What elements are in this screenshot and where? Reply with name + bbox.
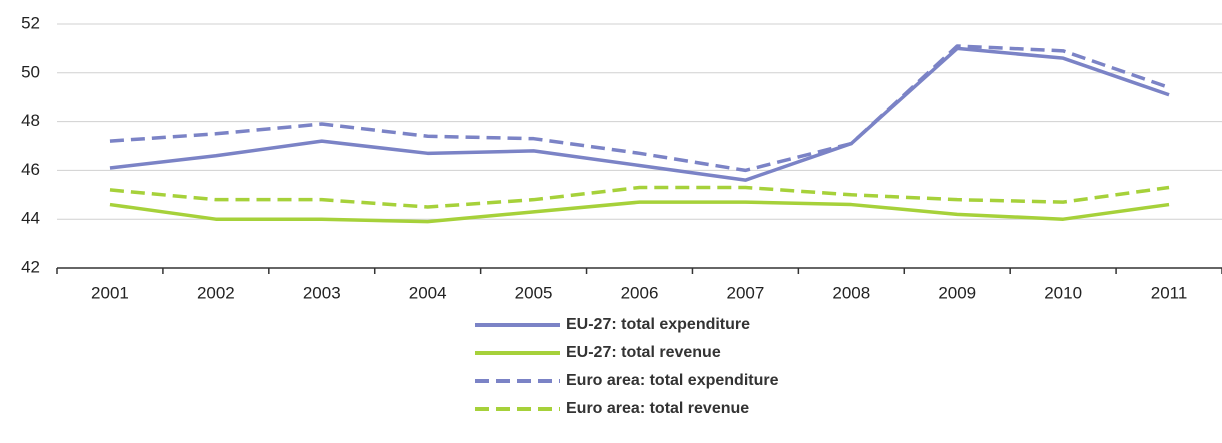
series-line [109,200,1170,224]
series-line [109,44,1170,173]
y-tick-label: 46 [21,160,40,179]
y-tick-label: 50 [21,62,40,81]
legend-label: EU-27: total expenditure [566,316,750,333]
x-tick-label: 2009 [938,283,976,302]
legend-label: Euro area: total revenue [566,400,749,417]
x-tick-label: 2002 [197,283,235,302]
x-tick-label: 2005 [515,283,553,302]
y-tick-label: 42 [21,257,40,276]
legend-label: EU-27: total revenue [566,344,721,361]
x-tick-label: 2003 [303,283,341,302]
y-tick-label: 48 [21,111,40,130]
x-tick-label: 2001 [91,283,129,302]
y-tick-label: 44 [21,209,40,228]
x-tick-label: 2007 [726,283,764,302]
x-tick-label: 2011 [1151,283,1188,302]
legend-label: Euro area: total expenditure [566,372,779,389]
series-line [109,46,1170,182]
series-line [109,185,1170,209]
y-tick-label: 52 [21,13,40,32]
x-tick-label: 2010 [1044,283,1082,302]
x-tick-label: 2004 [409,283,447,302]
x-tick-label: 2008 [832,283,870,302]
x-tick-label: 2006 [621,283,659,302]
